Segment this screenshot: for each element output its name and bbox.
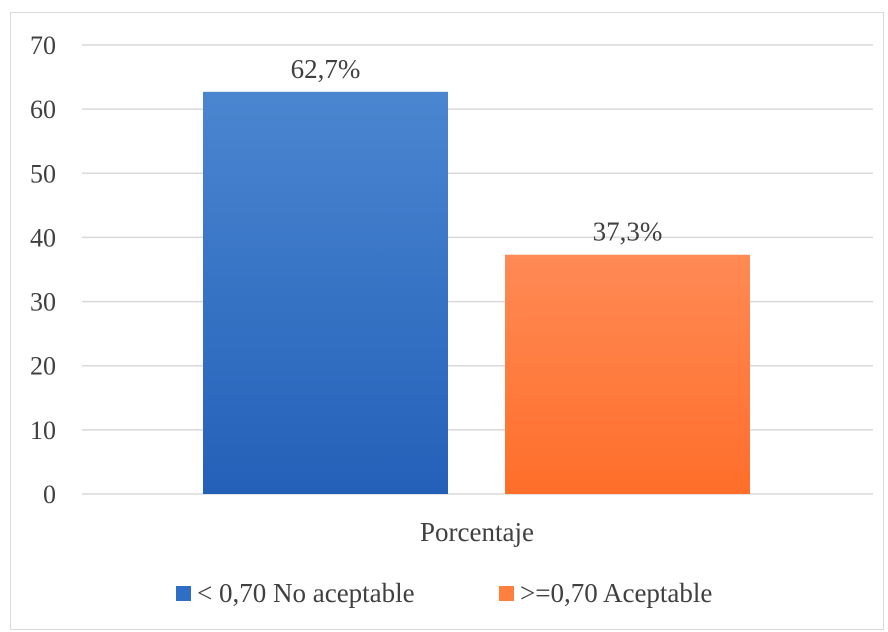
y-tick-label-10: 10 xyxy=(30,416,56,445)
y-tick-label-40: 40 xyxy=(30,223,56,252)
y-tick-label-50: 50 xyxy=(30,159,56,188)
x-category-label: Porcentaje xyxy=(420,517,534,547)
legend-label-no-aceptable: < 0,70 No aceptable xyxy=(197,578,415,608)
bar-aceptable xyxy=(505,254,750,494)
y-tick-label-60: 60 xyxy=(30,95,56,124)
legend-label-aceptable: >=0,70 Aceptable xyxy=(520,578,712,608)
y-tick-label-70: 70 xyxy=(30,31,56,60)
bar-no-aceptable xyxy=(203,91,448,495)
y-tick-label-20: 20 xyxy=(30,352,56,381)
y-tick-label-30: 30 xyxy=(30,288,56,317)
chart-frame xyxy=(10,12,884,630)
data-label-aceptable: 37,3% xyxy=(593,217,663,247)
y-tick-label-0: 0 xyxy=(43,480,56,509)
legend-swatch-aceptable xyxy=(499,586,514,601)
data-label-no-aceptable: 62,7% xyxy=(291,54,361,84)
legend-swatch-no-aceptable xyxy=(176,586,191,601)
